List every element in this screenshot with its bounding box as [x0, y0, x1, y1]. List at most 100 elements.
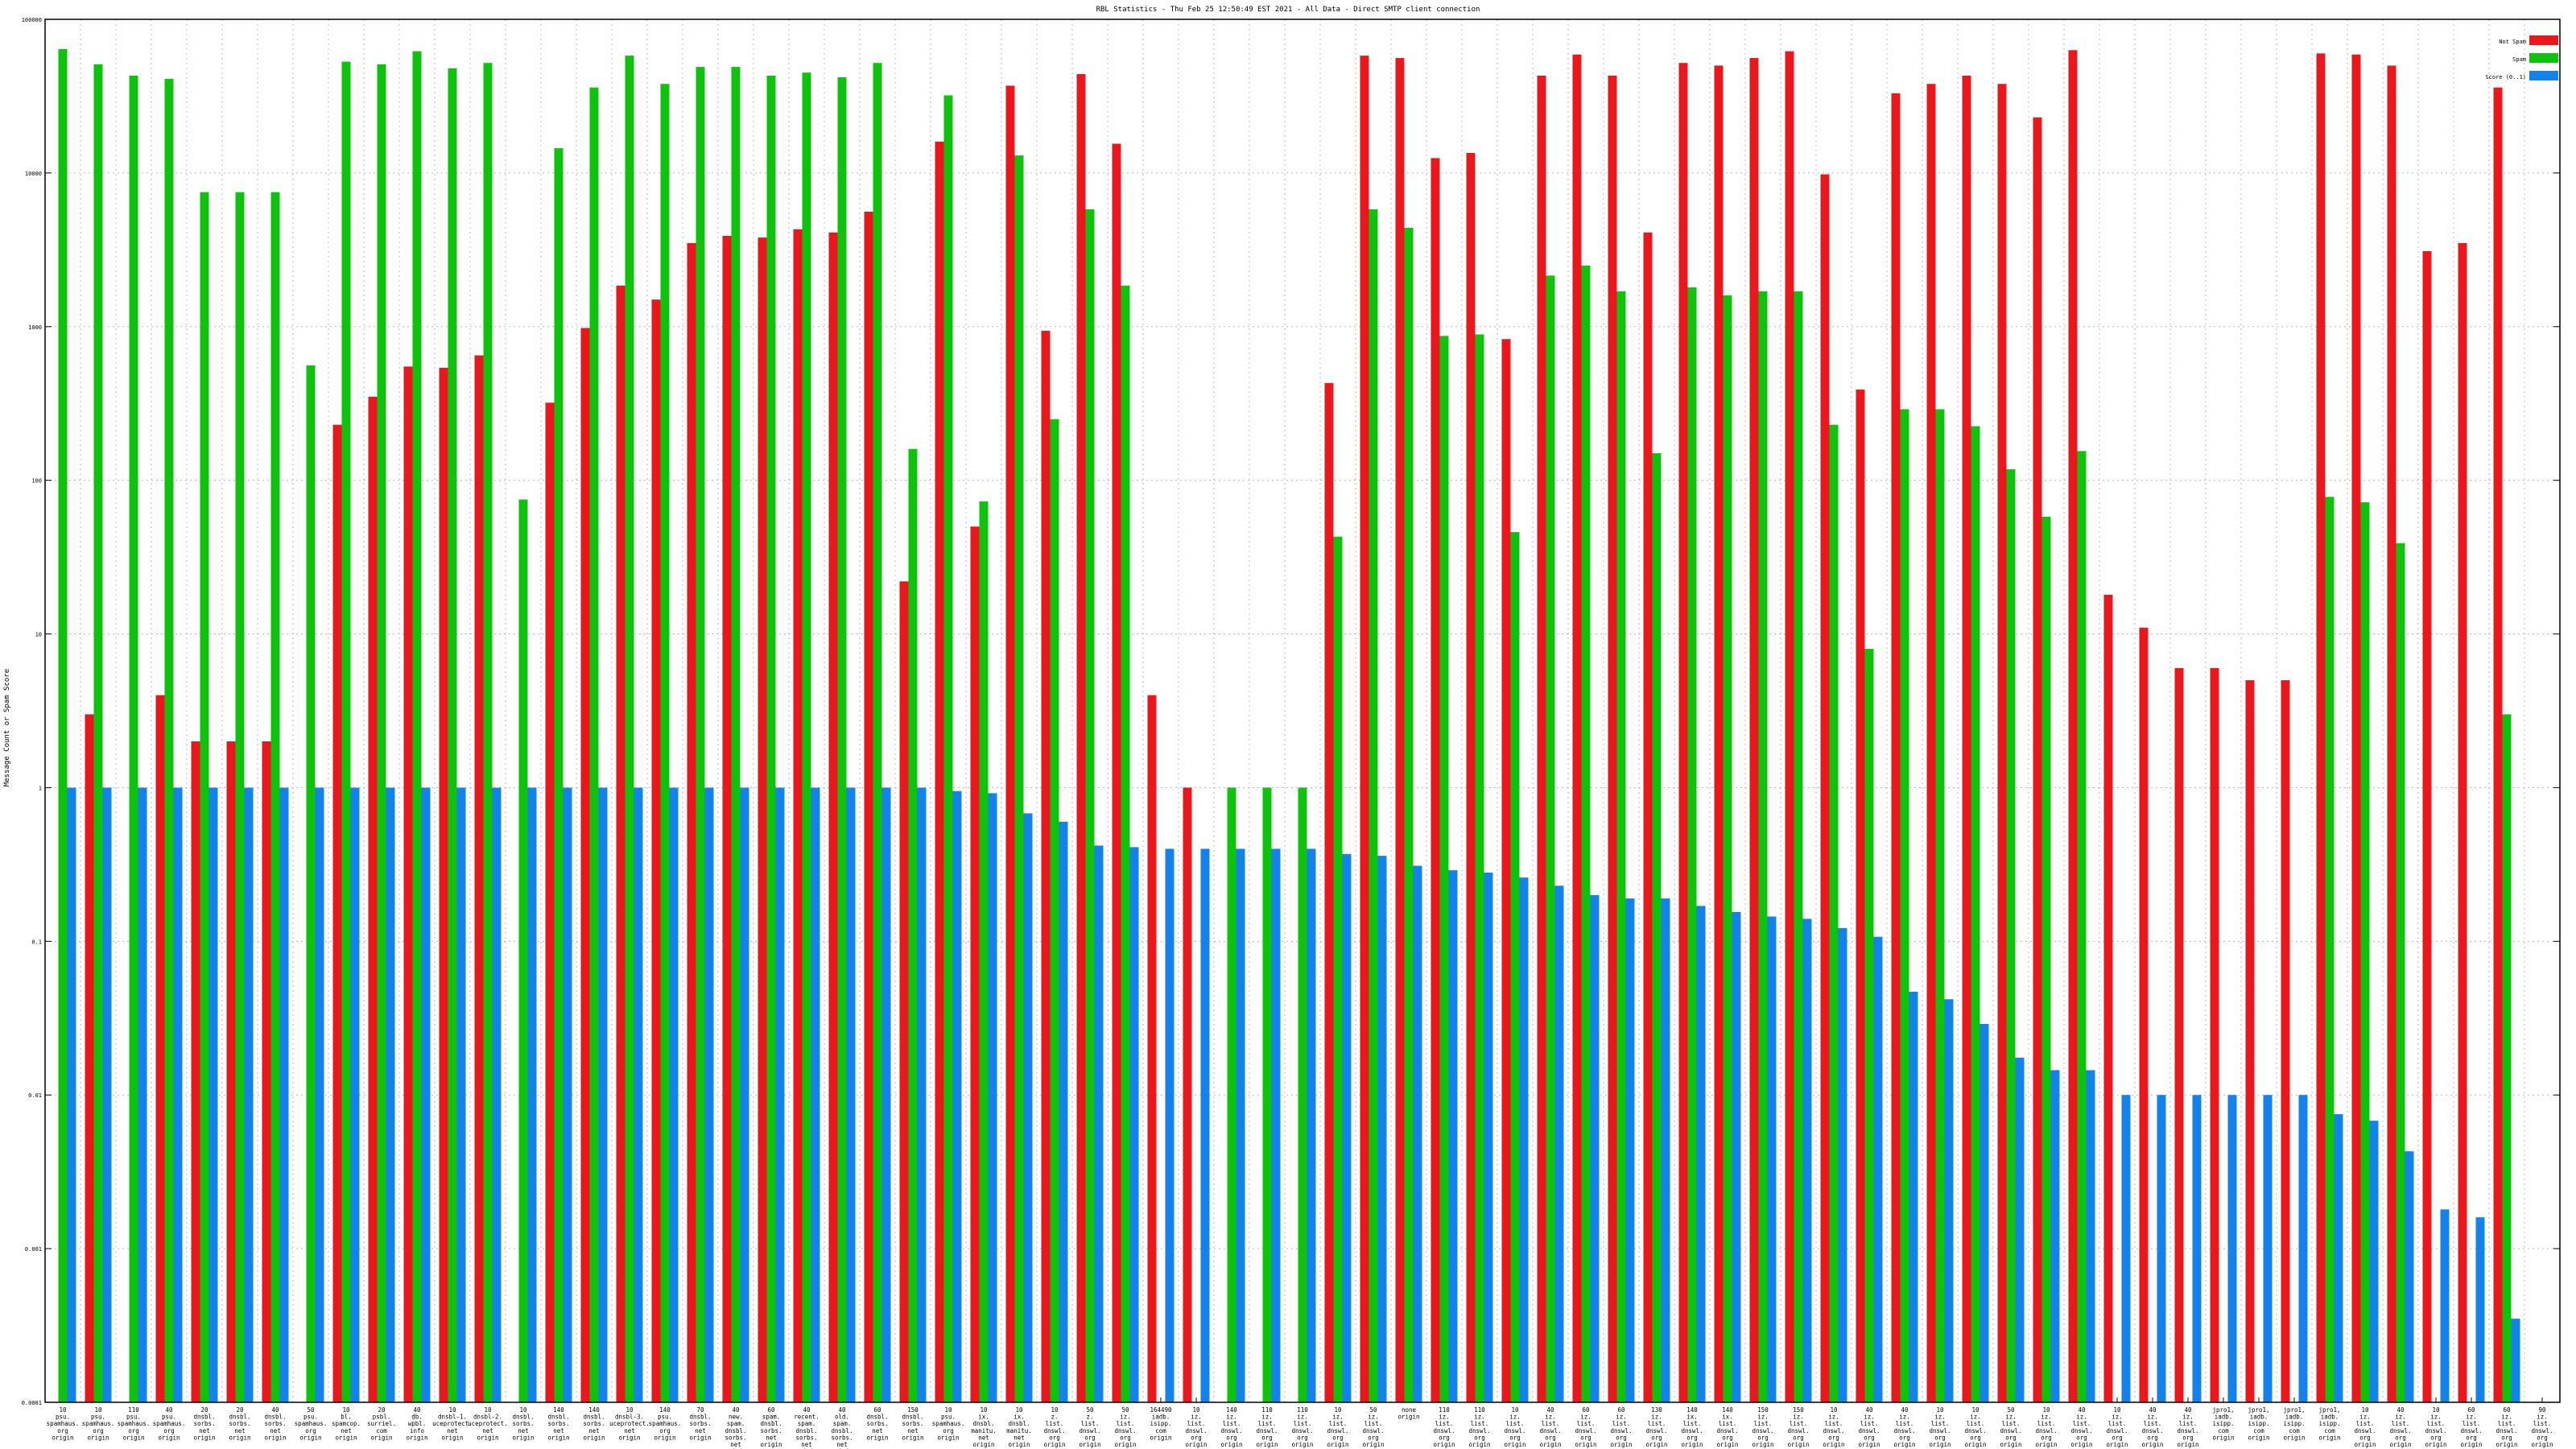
bar	[1129, 847, 1139, 1402]
bar	[279, 787, 289, 1402]
bar	[1767, 916, 1777, 1402]
bar	[766, 75, 776, 1402]
bar	[1475, 334, 1484, 1402]
x-tick-label: 40 db. wpbl. info origin	[406, 1406, 427, 1441]
bar	[1501, 339, 1511, 1403]
x-tick-label: 140 dnsbl. sorbs. net origin	[547, 1406, 569, 1441]
bar	[1829, 424, 1839, 1402]
bar	[1891, 93, 1901, 1402]
bar	[979, 501, 989, 1402]
bar	[1696, 906, 1706, 1402]
bar	[1997, 84, 2007, 1403]
bar	[191, 741, 200, 1402]
bar	[1430, 158, 1440, 1402]
bar	[164, 78, 174, 1402]
bars	[58, 48, 2520, 1403]
bar	[740, 787, 749, 1402]
x-tick-label: 50 iz. list. dnswl. org origin	[1114, 1406, 1136, 1448]
x-tick-label: 150 iz. list. dnswl. org origin	[1787, 1406, 1809, 1448]
bar	[2103, 594, 2113, 1402]
legend-label: Score (0..1)	[2485, 74, 2526, 80]
bar	[421, 787, 431, 1402]
bar	[377, 64, 386, 1402]
bar	[1014, 155, 1024, 1402]
bar	[1732, 912, 1741, 1402]
bar	[1909, 991, 1918, 1402]
bar	[722, 235, 732, 1403]
bar	[2015, 1057, 2025, 1402]
x-tick-label: 10 iz. list. dnswl. org origin	[2354, 1406, 2376, 1448]
x-tick-label: 20 psbl. surriel. com origin	[367, 1406, 396, 1441]
x-tick-label: 60 iz. list. dnswl. org origin	[1575, 1406, 1596, 1448]
bar	[173, 787, 183, 1402]
bar	[2475, 1217, 2485, 1402]
bar	[1979, 1023, 1989, 1402]
bar	[811, 787, 820, 1402]
x-tick-label: 10 iz. list. dnswl. org origin	[1185, 1406, 1207, 1448]
x-tick-label: 10 iz. list. dnswl. org origin	[2035, 1406, 2057, 1448]
bar	[85, 714, 94, 1402]
bar	[2033, 117, 2042, 1402]
x-tick-label: jpro1, iadb. isipp. com origin	[2318, 1406, 2340, 1441]
bar	[448, 68, 457, 1402]
bar	[1785, 51, 1794, 1402]
bar	[2458, 242, 2467, 1402]
bar	[1023, 813, 1033, 1402]
bar	[2210, 667, 2219, 1402]
bar	[350, 787, 360, 1402]
bar	[1076, 74, 1086, 1403]
bar	[2263, 1095, 2273, 1402]
x-tick-label: 10 iz. list. dnswl. org origin	[1964, 1406, 1986, 1448]
bar	[93, 64, 103, 1402]
bar	[518, 499, 528, 1402]
bar	[775, 787, 785, 1402]
bar	[1590, 894, 1600, 1402]
bar	[802, 72, 811, 1402]
bar	[598, 787, 608, 1402]
bar	[1360, 56, 1369, 1403]
chart-title: RBL Statistics - Thu Feb 25 12:50:49 EST…	[1096, 6, 1480, 14]
bar	[1324, 382, 1334, 1402]
bar	[1572, 54, 1582, 1402]
bar	[2121, 1095, 2131, 1402]
bar	[386, 787, 395, 1402]
bar	[1085, 209, 1095, 1402]
bar	[1581, 265, 1591, 1403]
bar	[1873, 936, 1883, 1402]
bar	[2405, 1151, 2414, 1402]
bar	[873, 63, 882, 1403]
bar	[1554, 886, 1564, 1402]
bar	[1271, 848, 1281, 1402]
x-tick-label: 50 iz. list. dnswl. org origin	[2000, 1406, 2021, 1448]
bar	[554, 148, 564, 1402]
bar	[483, 63, 493, 1403]
x-tick-label: 50 iz. list. dnswl. org origin	[1362, 1406, 1384, 1448]
bar	[208, 787, 218, 1402]
bar	[527, 787, 537, 1402]
bar	[846, 787, 856, 1402]
bar	[2077, 451, 2087, 1402]
x-tick-label: 40 iz. list. dnswl. org origin	[2070, 1406, 2092, 1448]
bar	[669, 787, 679, 1402]
bar	[651, 299, 661, 1402]
bar	[368, 396, 378, 1403]
y-tick-label: 10000	[25, 171, 42, 177]
x-tick-label: 50 z. list. dnswl. org origin	[1079, 1406, 1100, 1448]
bar	[492, 787, 502, 1402]
bar	[2396, 543, 2405, 1402]
bar	[704, 787, 714, 1402]
bar	[1944, 999, 1954, 1402]
x-tick-label: 10 dnsbl-3. uceprotect. net origin	[609, 1406, 650, 1441]
bar	[2068, 50, 2078, 1402]
bar	[1307, 848, 1316, 1402]
bar	[616, 285, 625, 1403]
x-tick-label: 60 iz. list. dnswl. org origin	[1610, 1406, 1632, 1448]
x-tick-label: 10 psu. spamhaus. org origin	[47, 1406, 80, 1441]
bar	[2440, 1209, 2450, 1402]
bar	[1510, 532, 1520, 1402]
bar	[129, 75, 138, 1402]
